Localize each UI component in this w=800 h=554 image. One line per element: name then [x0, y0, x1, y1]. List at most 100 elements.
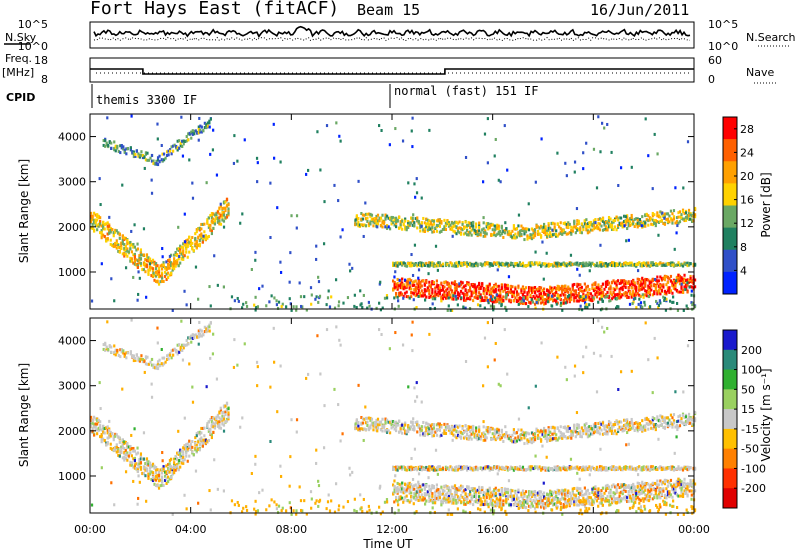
power-cell — [498, 301, 501, 305]
power-cell — [499, 291, 502, 295]
power-cell — [565, 262, 568, 266]
velocity-cell — [461, 425, 464, 429]
power-cell — [160, 267, 164, 271]
power-cell — [612, 290, 615, 294]
power-cell — [239, 221, 242, 225]
power-cell — [592, 221, 596, 225]
power-cell — [511, 290, 514, 294]
power-cell — [150, 191, 154, 195]
power-cell — [681, 288, 685, 292]
power-cell — [681, 217, 685, 221]
velocity-cell — [126, 442, 129, 446]
power-cell — [539, 292, 543, 296]
power-cell — [378, 216, 381, 220]
power-cell — [411, 145, 414, 149]
power-cell — [588, 295, 591, 299]
velocity-cell — [598, 432, 602, 436]
velocity-cell — [388, 431, 392, 435]
velocity-cell — [176, 457, 179, 461]
velocity-cell — [135, 452, 138, 456]
power-cell — [656, 211, 659, 215]
power-cell — [438, 224, 442, 228]
velocity-cell — [509, 438, 512, 442]
power-cell — [648, 264, 651, 268]
power-cell — [451, 234, 454, 238]
velocity-cell — [167, 357, 170, 361]
power-cell — [556, 234, 559, 238]
power-cell — [533, 296, 537, 300]
power-cell — [656, 279, 659, 283]
power-cell — [397, 304, 400, 308]
power-cell — [561, 308, 564, 312]
power-cell — [567, 285, 570, 289]
power-cell — [417, 280, 420, 284]
power-cell — [285, 305, 288, 309]
power-cell — [444, 294, 448, 298]
power-cell — [493, 300, 496, 304]
power-cell — [206, 218, 209, 222]
power-cell — [591, 294, 594, 298]
power-cell — [417, 291, 420, 295]
velocity-cell — [182, 461, 185, 465]
power-cell — [651, 218, 654, 222]
power-cell — [455, 261, 458, 265]
power-cell — [137, 152, 140, 156]
power-cell — [438, 261, 442, 265]
power-cell — [574, 261, 577, 265]
velocity-cell — [141, 360, 145, 364]
velocity-cell — [601, 423, 605, 427]
power-cell — [588, 230, 591, 234]
power-cell — [431, 226, 434, 230]
power-cell — [564, 161, 567, 165]
velocity-cell — [171, 472, 174, 476]
velocity-cell — [536, 436, 540, 440]
power-cell — [136, 264, 140, 268]
velocity-cell — [401, 423, 404, 427]
power-cell — [678, 215, 682, 219]
power-cell — [529, 261, 532, 265]
power-cell — [672, 286, 676, 290]
power-cell — [607, 281, 611, 285]
velocity-cell — [539, 439, 543, 443]
power-cell — [393, 275, 396, 279]
power-cell — [515, 226, 519, 230]
power-cell — [289, 251, 292, 255]
power-cell — [408, 296, 411, 300]
power-cell — [508, 263, 511, 267]
velocity-cell — [556, 438, 559, 442]
power-cell — [681, 291, 685, 295]
velocity-cell — [459, 430, 463, 434]
power-cell — [491, 233, 494, 237]
velocity-cell — [176, 343, 179, 347]
power-cell — [396, 277, 399, 281]
power-cell — [455, 226, 458, 230]
velocity-cell — [218, 410, 221, 414]
power-cbar-label: 8 — [740, 241, 747, 254]
velocity-cell — [481, 432, 484, 436]
power-cell — [170, 152, 173, 156]
power-cell — [683, 211, 686, 215]
power-cell — [408, 261, 411, 265]
velocity-cell — [438, 425, 442, 429]
power-cell — [618, 282, 621, 286]
power-cell — [173, 257, 176, 261]
power-cell — [464, 231, 467, 235]
power-cell — [485, 261, 488, 265]
power-cell — [626, 281, 629, 285]
velocity-cell — [176, 463, 179, 467]
velocity-cell — [167, 466, 170, 470]
velocity-cell — [135, 353, 139, 357]
power-cell — [429, 285, 432, 289]
power-cell — [618, 296, 621, 300]
power-cell — [467, 297, 470, 301]
power-cell — [536, 287, 540, 291]
velocity-cell — [532, 439, 535, 443]
power-cell — [568, 262, 571, 266]
power-cell — [512, 293, 515, 297]
velocity-cell — [428, 431, 431, 435]
power-cell — [603, 262, 606, 266]
velocity-cell — [591, 427, 594, 431]
velocity-cell — [568, 435, 571, 439]
velocity-cell — [367, 416, 371, 420]
velocity-cell — [194, 448, 197, 452]
